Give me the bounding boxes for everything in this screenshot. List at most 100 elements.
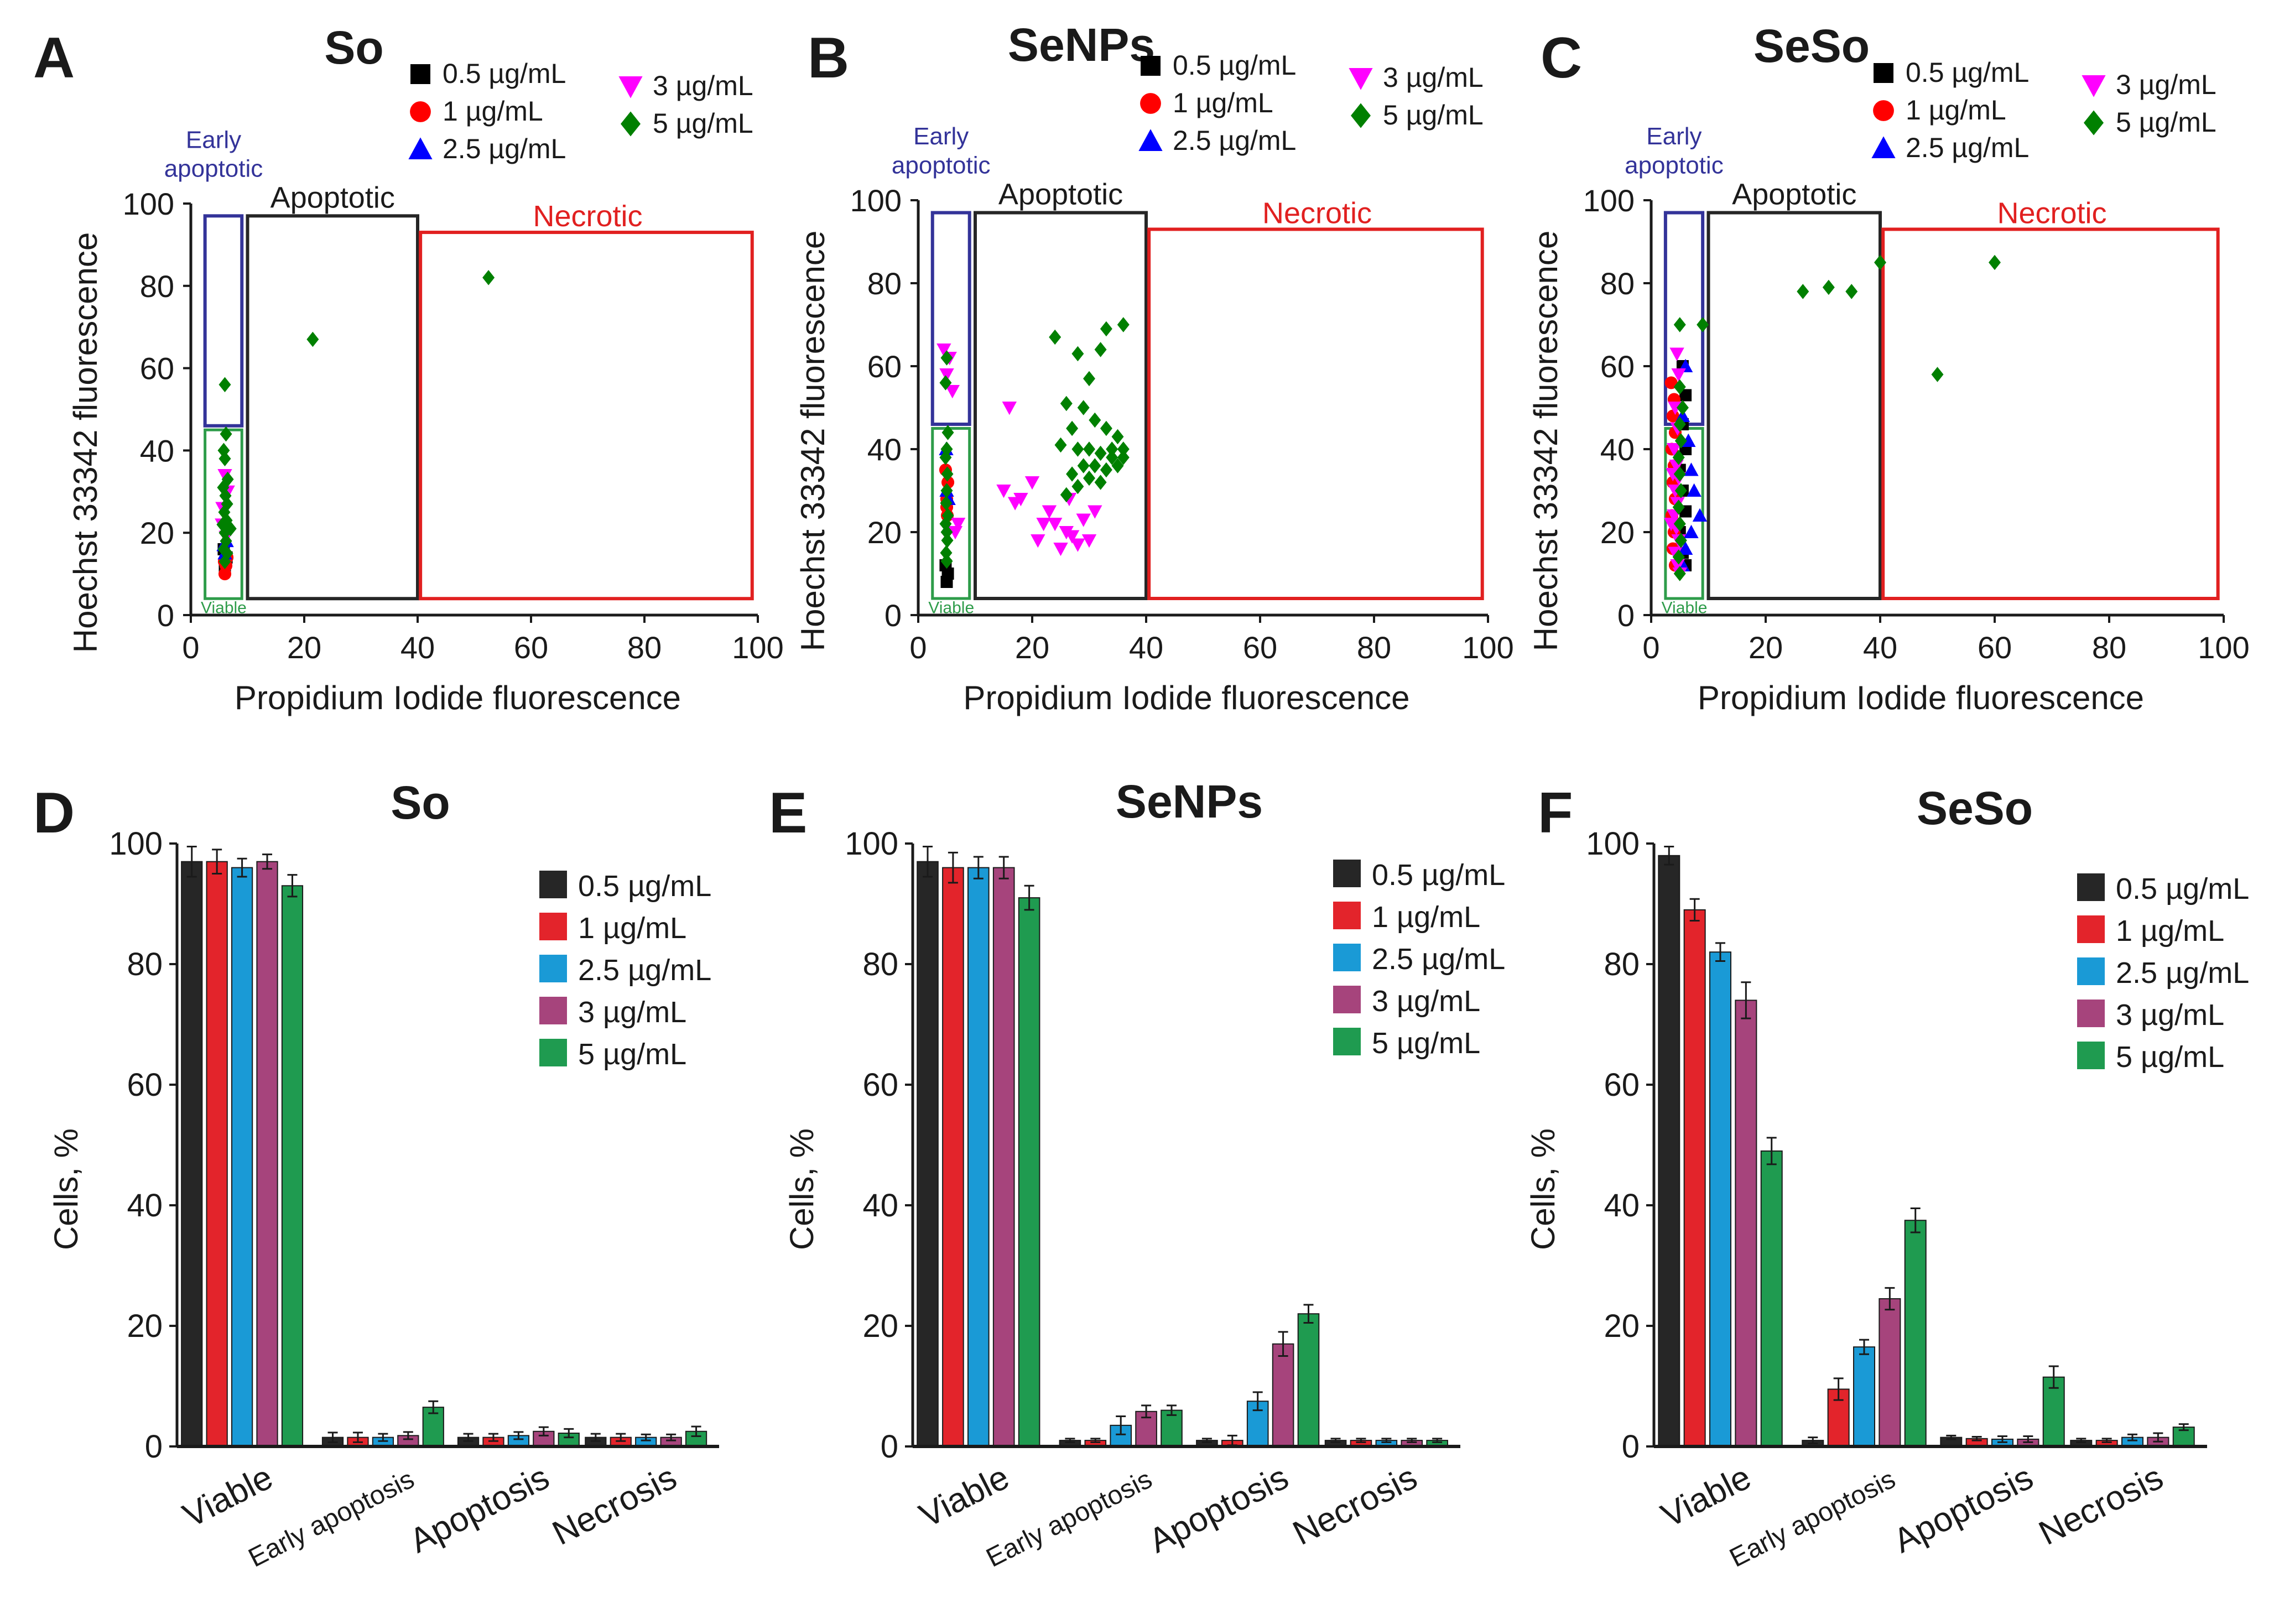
legend-label: 3 µg/mL: [2116, 69, 2216, 100]
legend-label: 1 µg/mL: [2116, 914, 2224, 948]
data-point: [218, 377, 231, 393]
legend-swatch: [539, 913, 567, 940]
bar: [1709, 951, 1731, 1447]
data-point: [1100, 420, 1112, 436]
data-point: [1048, 518, 1063, 532]
data-point: [1106, 441, 1118, 457]
legend-marker: [1140, 93, 1161, 114]
chart-title: SeNPs: [1116, 775, 1263, 827]
y-tick-label: 20: [127, 1308, 163, 1344]
bar: [206, 861, 228, 1447]
early-apoptotic-label: apoptotic: [1625, 152, 1724, 179]
x-tick-label: 40: [1863, 630, 1897, 665]
data-point: [1931, 367, 1944, 382]
legend-swatch: [1333, 944, 1361, 971]
data-point: [936, 343, 951, 357]
data-point: [1672, 549, 1685, 565]
apoptotic-gate: [1706, 211, 1882, 600]
y-tick-label: 80: [862, 946, 898, 982]
data-point: [1083, 470, 1095, 486]
data-point: [1672, 450, 1685, 465]
data-point: [1673, 417, 1686, 432]
necrotic-label: Necrotic: [533, 200, 642, 233]
data-point: [1088, 505, 1102, 519]
legend-label: 5 µg/mL: [1372, 1027, 1480, 1060]
scatter-panel-a: A SoEarlyapoptoticApoptoticNecroticViable…: [33, 22, 784, 716]
legend-swatch: [1333, 1028, 1361, 1055]
data-point: [1042, 505, 1057, 519]
data-point: [1049, 329, 1062, 345]
early-apoptotic-gate: [930, 211, 971, 426]
y-tick-label: 100: [1583, 183, 1635, 218]
data-point: [1697, 317, 1709, 332]
legend-marker: [621, 111, 641, 137]
data-point: [1672, 499, 1685, 515]
bar: [1683, 909, 1706, 1447]
legend-label: 3 µg/mL: [1372, 985, 1480, 1018]
y-tick-label: 40: [862, 1188, 898, 1224]
y-axis-label: Hoechst 33342 fluorescence: [794, 231, 831, 652]
y-tick-label: 0: [1617, 598, 1635, 633]
data-point: [1667, 443, 1682, 457]
chart-title: So: [324, 22, 383, 74]
x-category-label: Apoptosis: [404, 1458, 555, 1560]
bar: [231, 867, 253, 1447]
x-category-label: Viable: [177, 1458, 279, 1535]
y-tick-label: 60: [1604, 1067, 1640, 1103]
legend-label: 1 µg/mL: [1906, 95, 2006, 126]
x-tick-label: 20: [287, 630, 321, 665]
data-point: [306, 331, 319, 347]
data-point: [1674, 533, 1687, 548]
data-point: [1100, 462, 1112, 478]
legend-marker: [2082, 75, 2106, 97]
data-point: [941, 466, 954, 482]
data-point: [1024, 476, 1040, 490]
data-point: [1673, 566, 1686, 581]
apoptotic-gate: [974, 211, 1148, 600]
bar: [1246, 1401, 1269, 1447]
bar: [917, 861, 939, 1447]
y-tick-label: 0: [1622, 1429, 1640, 1465]
legend-label: 0.5 µg/mL: [578, 870, 711, 903]
y-tick-label: 60: [867, 349, 902, 384]
x-tick-label: 40: [1129, 630, 1163, 665]
data-point: [1083, 371, 1095, 387]
data-point: [940, 350, 953, 366]
data-point: [941, 533, 954, 548]
y-tick-label: 80: [1600, 266, 1635, 301]
data-point: [1002, 402, 1017, 415]
y-tick-label: 80: [1604, 946, 1640, 982]
bar: [967, 867, 990, 1447]
legend-label: 3 µg/mL: [653, 70, 753, 101]
data-point: [1077, 400, 1090, 415]
legend-label: 2.5 µg/mL: [1906, 132, 2029, 163]
x-tick-label: 100: [732, 630, 783, 665]
data-point: [1687, 483, 1702, 497]
y-tick-label: 80: [127, 946, 163, 982]
apoptotic-label: Apoptotic: [270, 181, 395, 214]
legend-swatch: [2077, 1042, 2105, 1069]
data-point: [1081, 534, 1097, 548]
legend-label: 2.5 µg/mL: [578, 954, 711, 987]
chart-title: SeSo: [1754, 20, 1870, 72]
bar: [1853, 1346, 1875, 1447]
legend-label: 2.5 µg/mL: [443, 133, 566, 164]
data-point: [1664, 376, 1678, 389]
x-category-label: Necrosis: [2033, 1458, 2169, 1553]
data-point: [1845, 284, 1858, 299]
legend-label: 2.5 µg/mL: [2116, 956, 2249, 990]
early-apoptotic-label: apoptotic: [892, 152, 991, 179]
legend-marker: [408, 137, 433, 159]
data-point: [1076, 513, 1091, 527]
data-point: [1054, 437, 1067, 453]
legend-swatch: [1333, 860, 1361, 887]
legend-swatch: [539, 871, 567, 898]
data-point: [1669, 347, 1684, 361]
data-point: [950, 518, 966, 532]
early-apoptotic-label: Early: [913, 123, 969, 150]
legend-swatch: [539, 997, 567, 1024]
data-point: [945, 385, 960, 399]
bar: [942, 867, 964, 1447]
data-point: [1674, 433, 1687, 449]
